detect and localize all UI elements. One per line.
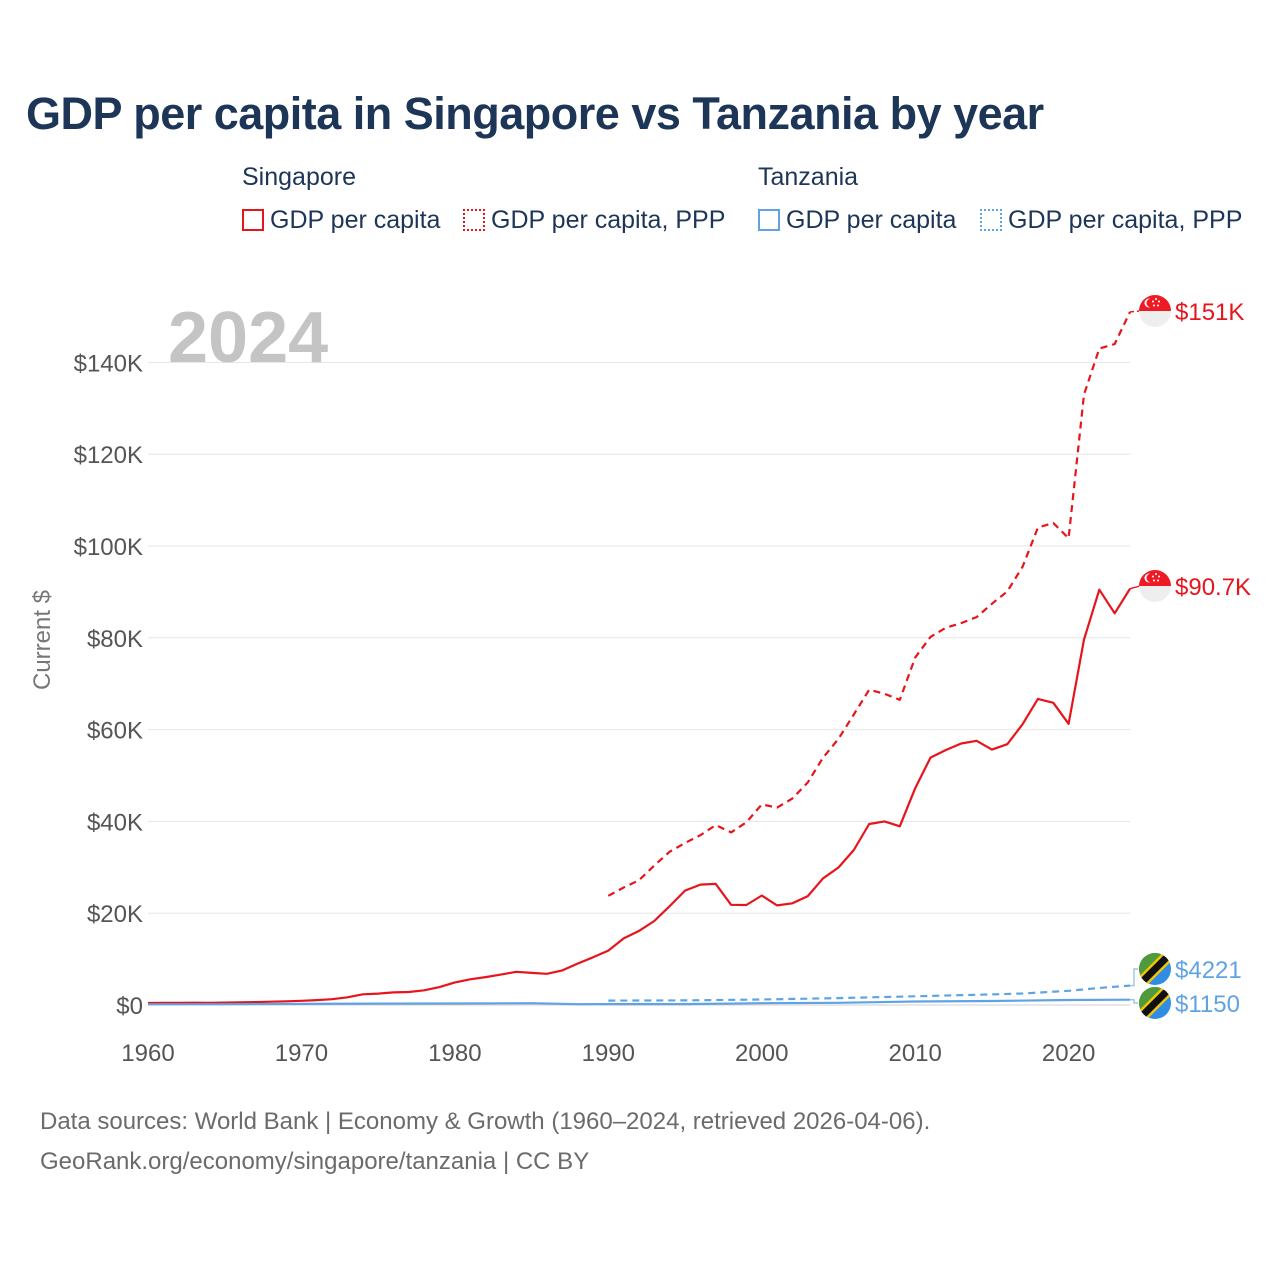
flag-star	[1153, 304, 1155, 307]
flag-star	[1155, 573, 1157, 575]
flag-star	[1157, 304, 1159, 307]
x-tick-label: 2020	[1042, 1040, 1095, 1067]
legend-tanzania-gdp-ppp[interactable]: GDP per capita, PPP	[980, 205, 1242, 235]
singapore-flag-icon	[1139, 295, 1171, 327]
series-line-0	[147, 588, 1131, 1005]
legend-swatch-solid-red	[242, 209, 264, 231]
legend-singapore-gdp[interactable]: GDP per capita	[242, 205, 440, 235]
flag-body	[1139, 987, 1171, 1019]
flag-star	[1157, 579, 1159, 582]
series-line-1	[607, 311, 1131, 897]
flag-star	[1158, 300, 1160, 303]
flag-star	[1153, 579, 1155, 582]
end-connector	[1130, 999, 1138, 1004]
flag-star	[1152, 575, 1154, 578]
y-tick-label: $80K	[87, 626, 143, 653]
legend-swatch-dotted-blue	[980, 209, 1002, 231]
tanzania-flag-icon	[1139, 953, 1171, 985]
tanzania-flag-icon	[1139, 987, 1171, 1019]
singapore-flag-icon	[1139, 570, 1171, 602]
series-line-2	[147, 998, 1131, 1006]
legend-label: GDP per capita, PPP	[491, 205, 726, 234]
chart-title: GDP per capita in Singapore vs Tanzania …	[26, 88, 1044, 139]
legend-tanzania-gdp[interactable]: GDP per capita	[758, 205, 956, 235]
x-tick-label: 1980	[428, 1040, 481, 1067]
end-connector	[1129, 585, 1141, 590]
series-line-3	[608, 984, 1131, 1002]
flag-body	[1139, 953, 1171, 985]
legend-label: GDP per capita	[786, 205, 957, 234]
y-tick-label: $0	[116, 993, 143, 1020]
series-end-label: $4221	[1175, 957, 1242, 984]
x-tick-label: 1990	[582, 1040, 635, 1067]
legend-swatch-solid-blue	[758, 209, 780, 231]
y-axis-title: Current $	[29, 590, 56, 690]
y-tick-label: $20K	[87, 901, 143, 928]
y-tick-label: $140K	[74, 350, 143, 377]
y-tick-label: $60K	[87, 718, 143, 745]
footer-sources: Data sources: World Bank | Economy & Gro…	[40, 1108, 931, 1135]
y-tick-label: $40K	[87, 809, 143, 836]
end-connector	[1129, 310, 1141, 313]
legend-label: GDP per capita, PPP	[1008, 205, 1243, 234]
y-tick-label: $100K	[74, 534, 143, 561]
series-end-label: $90.7K	[1175, 574, 1251, 601]
x-tick-label: 2010	[888, 1040, 941, 1067]
x-tick-label: 1960	[121, 1040, 174, 1067]
series-end-label: $151K	[1175, 299, 1244, 326]
legend-label: GDP per capita	[270, 205, 441, 234]
flag-star	[1152, 300, 1154, 303]
x-tick-label: 2000	[735, 1040, 788, 1067]
legend-group-tanzania: Tanzania	[758, 163, 859, 191]
x-tick-label: 1970	[275, 1040, 328, 1067]
y-tick-label: $120K	[74, 442, 143, 469]
flag-star	[1155, 298, 1157, 300]
footer-url: GeoRank.org/economy/singapore/tanzania |…	[40, 1148, 590, 1175]
year-watermark: 2024	[168, 298, 328, 378]
flag-star	[1158, 575, 1160, 578]
legend-singapore-gdp-ppp[interactable]: GDP per capita, PPP	[463, 205, 725, 235]
legend-swatch-dotted-red	[463, 209, 485, 231]
legend-group-singapore: Singapore	[242, 163, 356, 191]
series-end-label: $1150	[1175, 991, 1240, 1018]
end-connector	[1130, 968, 1138, 987]
